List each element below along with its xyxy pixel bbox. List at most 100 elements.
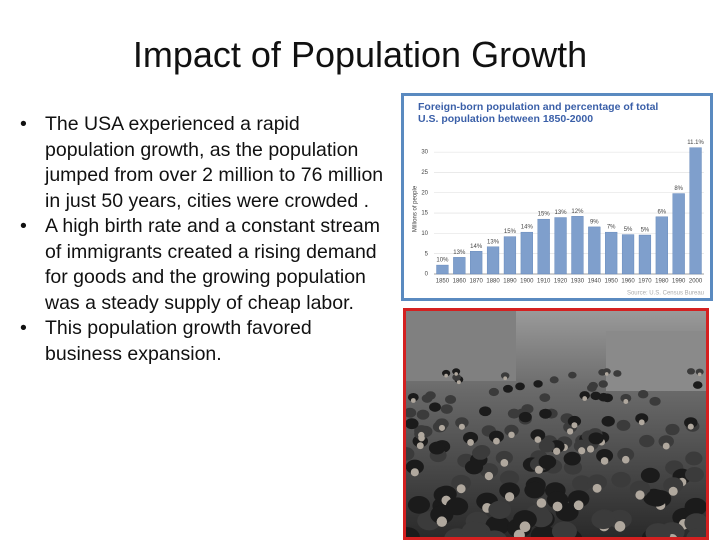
bar-text: 15% [504, 229, 517, 235]
photo-figure [482, 530, 507, 537]
bar-text: 14% [521, 225, 534, 231]
y-tick-label: 5 [425, 251, 429, 257]
photo-figure [488, 500, 512, 519]
photo-figure [620, 393, 632, 403]
photo-figure [515, 382, 525, 391]
x-tick-label: 1900 [520, 279, 534, 285]
photo-face [534, 436, 542, 443]
y-tick-label: 0 [425, 272, 429, 278]
bullet: The USA experienced a rapid population g… [18, 112, 388, 214]
photo-figure [428, 441, 446, 455]
photo-face [458, 423, 465, 430]
photo-figure [435, 485, 457, 503]
photo-figure [445, 395, 457, 404]
photo-face [456, 380, 461, 385]
y-tick-label: 30 [421, 150, 428, 156]
y-tick-label: 10 [421, 231, 428, 237]
photo-face [621, 455, 630, 464]
crowd-photo [403, 308, 709, 540]
chart-source: Source: U.S. Census Bureau [627, 291, 704, 297]
x-tick-label: 1880 [486, 279, 500, 285]
photo-face [587, 445, 595, 453]
photo-figure [613, 370, 622, 377]
x-tick-label: 1860 [453, 279, 467, 285]
bar [486, 246, 500, 275]
bar-text: 8% [674, 186, 683, 192]
photo-figure [530, 429, 546, 442]
photo-face [553, 447, 561, 455]
photo-figure [629, 480, 651, 498]
photo-figure [406, 459, 424, 475]
photo-face [638, 419, 645, 426]
photo-face [604, 372, 609, 376]
bar-text: 13% [487, 239, 500, 245]
photo-figure [479, 463, 499, 478]
bar-text: 9% [590, 219, 599, 225]
photo-figure [455, 417, 469, 429]
photo-figure [472, 446, 489, 460]
photo-face [493, 437, 500, 445]
photo-face [504, 492, 515, 502]
photo-figure [598, 380, 608, 388]
photo-face [410, 468, 419, 477]
photo-figure [602, 368, 611, 375]
photo-face [571, 422, 578, 429]
photo-figure [461, 521, 487, 537]
photo-figure [530, 525, 557, 537]
x-tick-label: 1870 [470, 279, 484, 285]
photo-figure [591, 510, 616, 530]
photo-figure [414, 425, 429, 437]
bar [689, 147, 702, 275]
photo-figure [407, 392, 419, 402]
x-tick-label: 1850 [436, 279, 450, 285]
photo-figure [588, 432, 604, 445]
photo-face [536, 498, 547, 508]
photo-figure [686, 527, 706, 537]
photo-figure [590, 391, 602, 401]
photo-figure [695, 368, 704, 376]
photo-figure [686, 368, 696, 375]
photo-face [508, 431, 515, 439]
x-tick-label: 1980 [655, 279, 669, 285]
bar-text: 13% [453, 250, 466, 256]
photo-figure [684, 497, 706, 516]
x-tick-label: 1990 [672, 279, 686, 285]
photo-face [484, 471, 494, 481]
photo-figure [684, 417, 698, 428]
photo-face [578, 447, 586, 455]
photo-figure [596, 449, 614, 463]
x-tick-label: 1940 [588, 279, 602, 285]
bar-text: 10% [436, 258, 449, 264]
photo-figure [616, 419, 631, 431]
photo-figure [539, 393, 551, 402]
photo-figure [587, 474, 607, 491]
photo-figure [567, 490, 590, 508]
photo-figure [500, 372, 510, 380]
photo-figure [533, 380, 543, 388]
photo-figure [452, 373, 461, 381]
photo-face [582, 396, 588, 401]
bar [655, 216, 668, 275]
photo-figure [546, 491, 569, 509]
photo-figure [452, 368, 461, 375]
photo-figure [406, 407, 417, 418]
photo-figure [571, 475, 592, 492]
bar-text: 5% [641, 228, 650, 234]
photo-figure [568, 371, 577, 379]
photo-figure [435, 418, 449, 430]
photo-face [444, 373, 448, 378]
photo-figure [518, 411, 532, 423]
x-tick-label: 2000 [689, 279, 703, 285]
bar-text: 11.1% [687, 140, 704, 146]
x-tick-label: 1920 [554, 279, 568, 285]
photo-figure [464, 459, 484, 475]
photo-figure [495, 450, 513, 465]
photo-figure [503, 384, 513, 393]
bar [503, 236, 517, 275]
photo-face [552, 501, 563, 512]
photo-figure [430, 505, 454, 524]
photo-face [592, 483, 602, 493]
photo-figure [601, 415, 615, 427]
photo-face [418, 431, 425, 439]
bar [588, 226, 601, 275]
